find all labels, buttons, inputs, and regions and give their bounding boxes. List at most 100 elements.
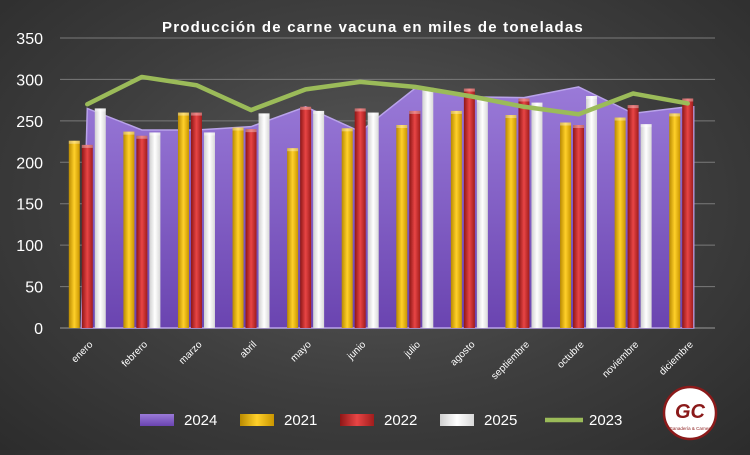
bar-top-bevel: [300, 106, 312, 110]
x-tick-label: febrero: [120, 339, 150, 369]
bar-2022-septiembre: [518, 98, 530, 328]
legend-label-2024: 2024: [184, 412, 217, 429]
bar-top-bevel: [669, 113, 681, 117]
y-tick-label: 50: [25, 280, 43, 297]
y-tick-label: 250: [16, 114, 43, 131]
bar-top-bevel: [258, 113, 270, 117]
bar-top-bevel: [586, 96, 598, 99]
legend-swatch-2021: [240, 414, 274, 426]
bar-top-bevel: [627, 105, 639, 109]
x-tick-label: octubre: [555, 339, 587, 371]
legend-label-2021: 2021: [284, 412, 317, 429]
bar-2025-abril: [258, 113, 270, 329]
bar-top-bevel: [136, 135, 148, 139]
bar-top-bevel: [367, 112, 379, 116]
area-series-2024: [80, 86, 695, 329]
legend-swatch-2022: [340, 414, 374, 426]
bar-2021-enero: [68, 140, 80, 328]
y-tick-label: 350: [16, 31, 43, 48]
bar-2025-enero: [94, 108, 106, 328]
bar-2025-junio: [367, 112, 379, 328]
bar-top-bevel: [409, 110, 421, 114]
bar-top-bevel: [232, 127, 244, 131]
bar-top-bevel: [560, 122, 572, 126]
bar-2022-mayo: [300, 106, 312, 329]
bar-2021-abril: [232, 127, 244, 328]
bar-top-bevel: [463, 88, 475, 92]
x-axis-ticks: enero febrero marzo abril mayo junio julio agos…: [70, 339, 697, 382]
bar-top-bevel: [190, 112, 202, 116]
bar-2022-julio: [409, 110, 421, 329]
bar-top-bevel: [518, 98, 530, 102]
bar-top-bevel: [450, 110, 462, 114]
bar-2022-junio: [354, 108, 366, 328]
x-tick-label: marzo: [177, 339, 205, 367]
bar-2022-febrero: [136, 135, 148, 328]
bar-2025-mayo: [313, 110, 325, 329]
bar-2022-noviembre: [627, 105, 639, 328]
bar-top-bevel: [341, 128, 353, 132]
x-tick-label: julio: [402, 339, 423, 360]
bar-top-bevel: [149, 132, 161, 136]
legend: 2024 2021 2022 2025 2023: [140, 412, 622, 429]
bar-2025-agosto: [476, 99, 488, 328]
y-tick-label: 0: [34, 321, 43, 338]
x-tick-label: junio: [345, 339, 369, 363]
bar-2022-octubre: [573, 125, 585, 328]
bar-2021-junio: [341, 128, 353, 328]
bar-2021-diciembre: [669, 113, 681, 329]
bar-2025-septiembre: [531, 102, 543, 328]
bar-2022-agosto: [463, 88, 475, 329]
bar-top-bevel: [68, 140, 80, 144]
bar-2025-octubre: [586, 96, 598, 328]
legend-label-2023: 2023: [589, 412, 622, 429]
bar-2022-diciembre: [682, 98, 694, 328]
bar-top-bevel: [203, 132, 215, 136]
bar-top-bevel: [81, 144, 93, 148]
bar-top-bevel: [396, 125, 408, 128]
bar-top-bevel: [177, 112, 189, 116]
bar-2021-agosto: [450, 110, 462, 329]
legend-swatch-2025: [440, 414, 474, 426]
bar-top-bevel: [682, 98, 694, 102]
y-tick-label: 200: [16, 155, 43, 172]
chart-title: Producción de carne vacuna en miles de t…: [162, 19, 584, 36]
bar-top-bevel: [123, 131, 135, 135]
line-2023: [85, 74, 690, 117]
legend-label-2022: 2022: [384, 412, 417, 429]
bar-2021-marzo: [177, 112, 189, 328]
line-series-2023: [85, 74, 690, 117]
y-tick-label: 150: [16, 197, 43, 214]
legend-label-2025: 2025: [484, 412, 517, 429]
bar-top-bevel: [287, 148, 299, 152]
bar-top-bevel: [245, 129, 257, 133]
y-axis-ticks: 0 50 100 150 200 250 300 350: [16, 31, 43, 338]
bar-2021-febrero: [123, 131, 135, 328]
logo-subtitle: Ganadería & Carnes: [669, 426, 711, 431]
bar-2021-octubre: [560, 122, 572, 328]
bar-2025-julio: [422, 87, 434, 328]
bar-2021-julio: [396, 125, 408, 328]
area-2024: [80, 86, 695, 329]
bar-top-bevel: [354, 108, 366, 112]
logo-text: GC: [675, 401, 706, 423]
bar-top-bevel: [640, 124, 652, 128]
logo-badge: GC Ganadería & Carnes: [662, 385, 718, 441]
bar-series: [68, 87, 694, 329]
bar-2025-febrero: [149, 132, 161, 328]
bar-2021-septiembre: [505, 115, 517, 328]
x-tick-label: septiembre: [489, 339, 532, 382]
x-tick-label: agosto: [448, 339, 477, 368]
logo-circle: [662, 385, 718, 441]
legend-swatch-2024: [140, 414, 174, 426]
bar-2022-enero: [81, 144, 93, 328]
x-tick-label: mayo: [289, 339, 314, 364]
bar-2022-abril: [245, 129, 257, 328]
bar-top-bevel: [94, 108, 106, 112]
bar-top-bevel: [531, 102, 543, 106]
bar-top-bevel: [573, 125, 585, 128]
x-tick-label: diciembre: [657, 339, 696, 378]
bar-2021-noviembre: [614, 117, 626, 329]
